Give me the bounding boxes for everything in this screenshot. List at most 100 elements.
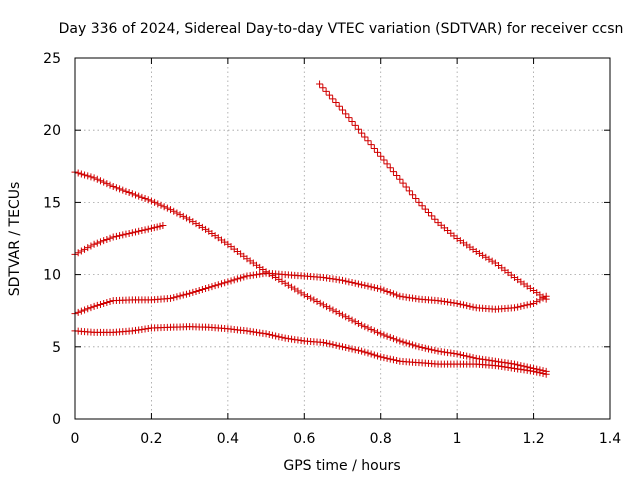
data-point-marker — [335, 342, 343, 350]
data-point-marker — [351, 279, 359, 287]
data-point-marker — [128, 229, 136, 237]
data-point-marker — [364, 137, 372, 145]
data-point-marker — [405, 187, 413, 195]
data-series — [71, 80, 550, 378]
x-tick-label: 0.6 — [293, 431, 315, 447]
data-point-marker — [135, 192, 143, 200]
data-point-marker — [186, 289, 194, 297]
data-point-marker — [163, 204, 171, 212]
data-point-marker — [323, 303, 331, 311]
data-point-marker — [377, 330, 385, 338]
x-tick-label: 0.2 — [140, 431, 162, 447]
data-point-marker — [412, 195, 420, 203]
data-point-marker — [348, 316, 356, 324]
data-point-marker — [77, 170, 85, 178]
data-point-marker — [526, 300, 534, 308]
data-point-marker — [240, 273, 248, 281]
data-point-marker — [466, 353, 474, 361]
data-point-marker — [393, 336, 401, 344]
data-point-marker — [358, 129, 366, 137]
series-sat-c — [71, 269, 550, 318]
data-point-marker — [205, 284, 213, 292]
data-point-marker — [466, 302, 474, 310]
data-point-marker — [424, 345, 432, 353]
data-point-marker — [93, 239, 101, 247]
data-point-marker — [329, 341, 337, 349]
data-point-marker — [386, 289, 394, 297]
data-point-marker — [358, 347, 366, 355]
data-point-marker — [135, 227, 143, 235]
data-point-marker — [354, 346, 362, 354]
data-point-marker — [77, 247, 85, 255]
data-point-marker — [361, 133, 369, 141]
data-point-marker — [87, 173, 95, 181]
data-point-marker — [370, 351, 378, 359]
data-point-marker — [533, 298, 541, 306]
data-point-marker — [176, 292, 184, 300]
data-point-marker — [342, 344, 350, 352]
data-point-marker — [74, 249, 82, 257]
data-point-marker — [106, 181, 114, 189]
data-point-marker — [367, 283, 375, 291]
data-point-marker — [370, 284, 378, 292]
data-point-marker — [230, 276, 238, 284]
data-point-marker — [374, 352, 382, 360]
data-point-marker — [348, 279, 356, 287]
data-point-marker — [202, 225, 210, 233]
data-point-marker — [96, 300, 104, 308]
data-point-marker — [167, 294, 175, 302]
data-point-marker — [463, 302, 471, 310]
data-point-marker — [393, 291, 401, 299]
data-point-marker — [393, 171, 401, 179]
data-point-marker — [428, 346, 436, 354]
data-point-marker — [380, 354, 388, 362]
y-tick-label: 25 — [43, 51, 61, 67]
chart-title: Day 336 of 2024, Sidereal Day-to-day VTE… — [59, 21, 624, 37]
data-point-marker — [488, 257, 496, 265]
data-point-marker — [313, 298, 321, 306]
data-point-marker — [81, 245, 89, 253]
data-point-marker — [389, 356, 397, 364]
data-point-marker — [361, 348, 369, 356]
data-point-marker — [536, 369, 544, 377]
data-point-marker — [90, 240, 98, 248]
data-point-marker — [542, 370, 550, 378]
data-point-marker — [122, 230, 130, 238]
data-point-marker — [179, 291, 187, 299]
data-point-marker — [319, 338, 327, 346]
data-point-marker — [138, 193, 146, 201]
data-point-marker — [348, 345, 356, 353]
data-point-marker — [186, 216, 194, 224]
data-point-marker — [189, 288, 197, 296]
data-point-marker — [233, 275, 241, 283]
data-point-marker — [361, 281, 369, 289]
series-sat-d — [71, 323, 550, 378]
data-point-marker — [393, 357, 401, 365]
data-point-marker — [119, 186, 127, 194]
data-point-marker — [103, 235, 111, 243]
data-point-marker — [268, 331, 276, 339]
data-point-marker — [132, 191, 140, 199]
data-point-marker — [342, 277, 350, 285]
data-point-marker — [351, 346, 359, 354]
data-point-marker — [109, 233, 117, 241]
data-point-marker — [81, 171, 89, 179]
data-point-marker — [159, 222, 167, 230]
data-point-marker — [370, 327, 378, 335]
data-point-marker — [415, 198, 423, 206]
data-point-marker — [74, 308, 82, 316]
data-point-marker — [421, 205, 429, 213]
y-tick-label: 0 — [52, 412, 61, 428]
data-point-marker — [125, 229, 133, 237]
x-axis-title: GPS time / hours — [283, 458, 400, 474]
data-point-marker — [157, 201, 165, 209]
data-point-marker — [485, 255, 493, 263]
data-point-marker — [170, 294, 178, 302]
data-point-marker — [160, 203, 168, 211]
y-tick-label: 15 — [43, 195, 61, 211]
data-point-marker — [377, 152, 385, 160]
data-point-marker — [367, 325, 375, 333]
data-point-marker — [322, 87, 330, 95]
data-point-marker — [217, 280, 225, 288]
data-point-marker — [453, 299, 461, 307]
